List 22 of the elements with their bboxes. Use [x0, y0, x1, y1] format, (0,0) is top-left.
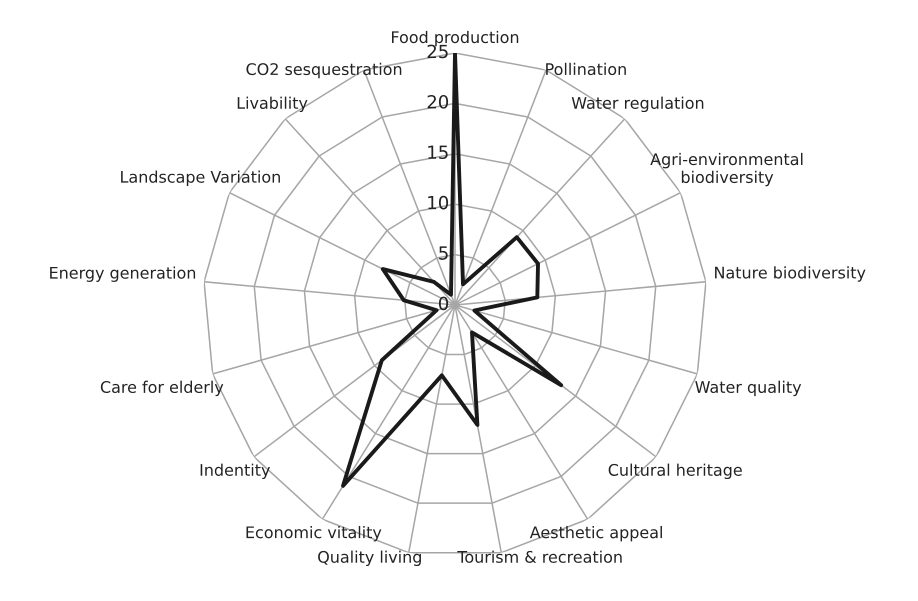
spoke-label: Energy generation	[50, 266, 196, 282]
y-tick-label: 20	[428, 94, 448, 109]
spoke-label: Landscape Variation	[121, 170, 280, 186]
spoke-label: Water quality	[695, 380, 802, 396]
spoke-label: Quality living	[318, 550, 421, 566]
y-tick-label: 10	[428, 196, 448, 210]
y-tick-label: 25	[428, 44, 448, 58]
spoke-label: Livability	[238, 96, 308, 112]
spoke-label: Indentity	[200, 464, 270, 480]
y-tick-label: 5	[439, 246, 448, 260]
spoke-label: Economic vitality	[246, 526, 382, 542]
spoke-label: Pollination	[546, 62, 626, 76]
spoke-label: Tourism & recreation	[457, 550, 622, 563]
spoke-label: Cultural heritage	[608, 464, 742, 480]
spoke-label: CO2 sesquestration	[246, 62, 402, 78]
spoke-label: Nature biodiversity	[715, 266, 866, 282]
spoke-label: Aesthetic appeal	[530, 526, 662, 542]
spoke-label: Agri-environmental biodiversity	[650, 152, 802, 186]
spoke-label: Water regulation	[572, 96, 704, 112]
y-tick-label: 15	[428, 146, 448, 160]
y-tick-label: 0	[438, 296, 448, 310]
spoke-label: Care for elderly	[100, 380, 224, 396]
